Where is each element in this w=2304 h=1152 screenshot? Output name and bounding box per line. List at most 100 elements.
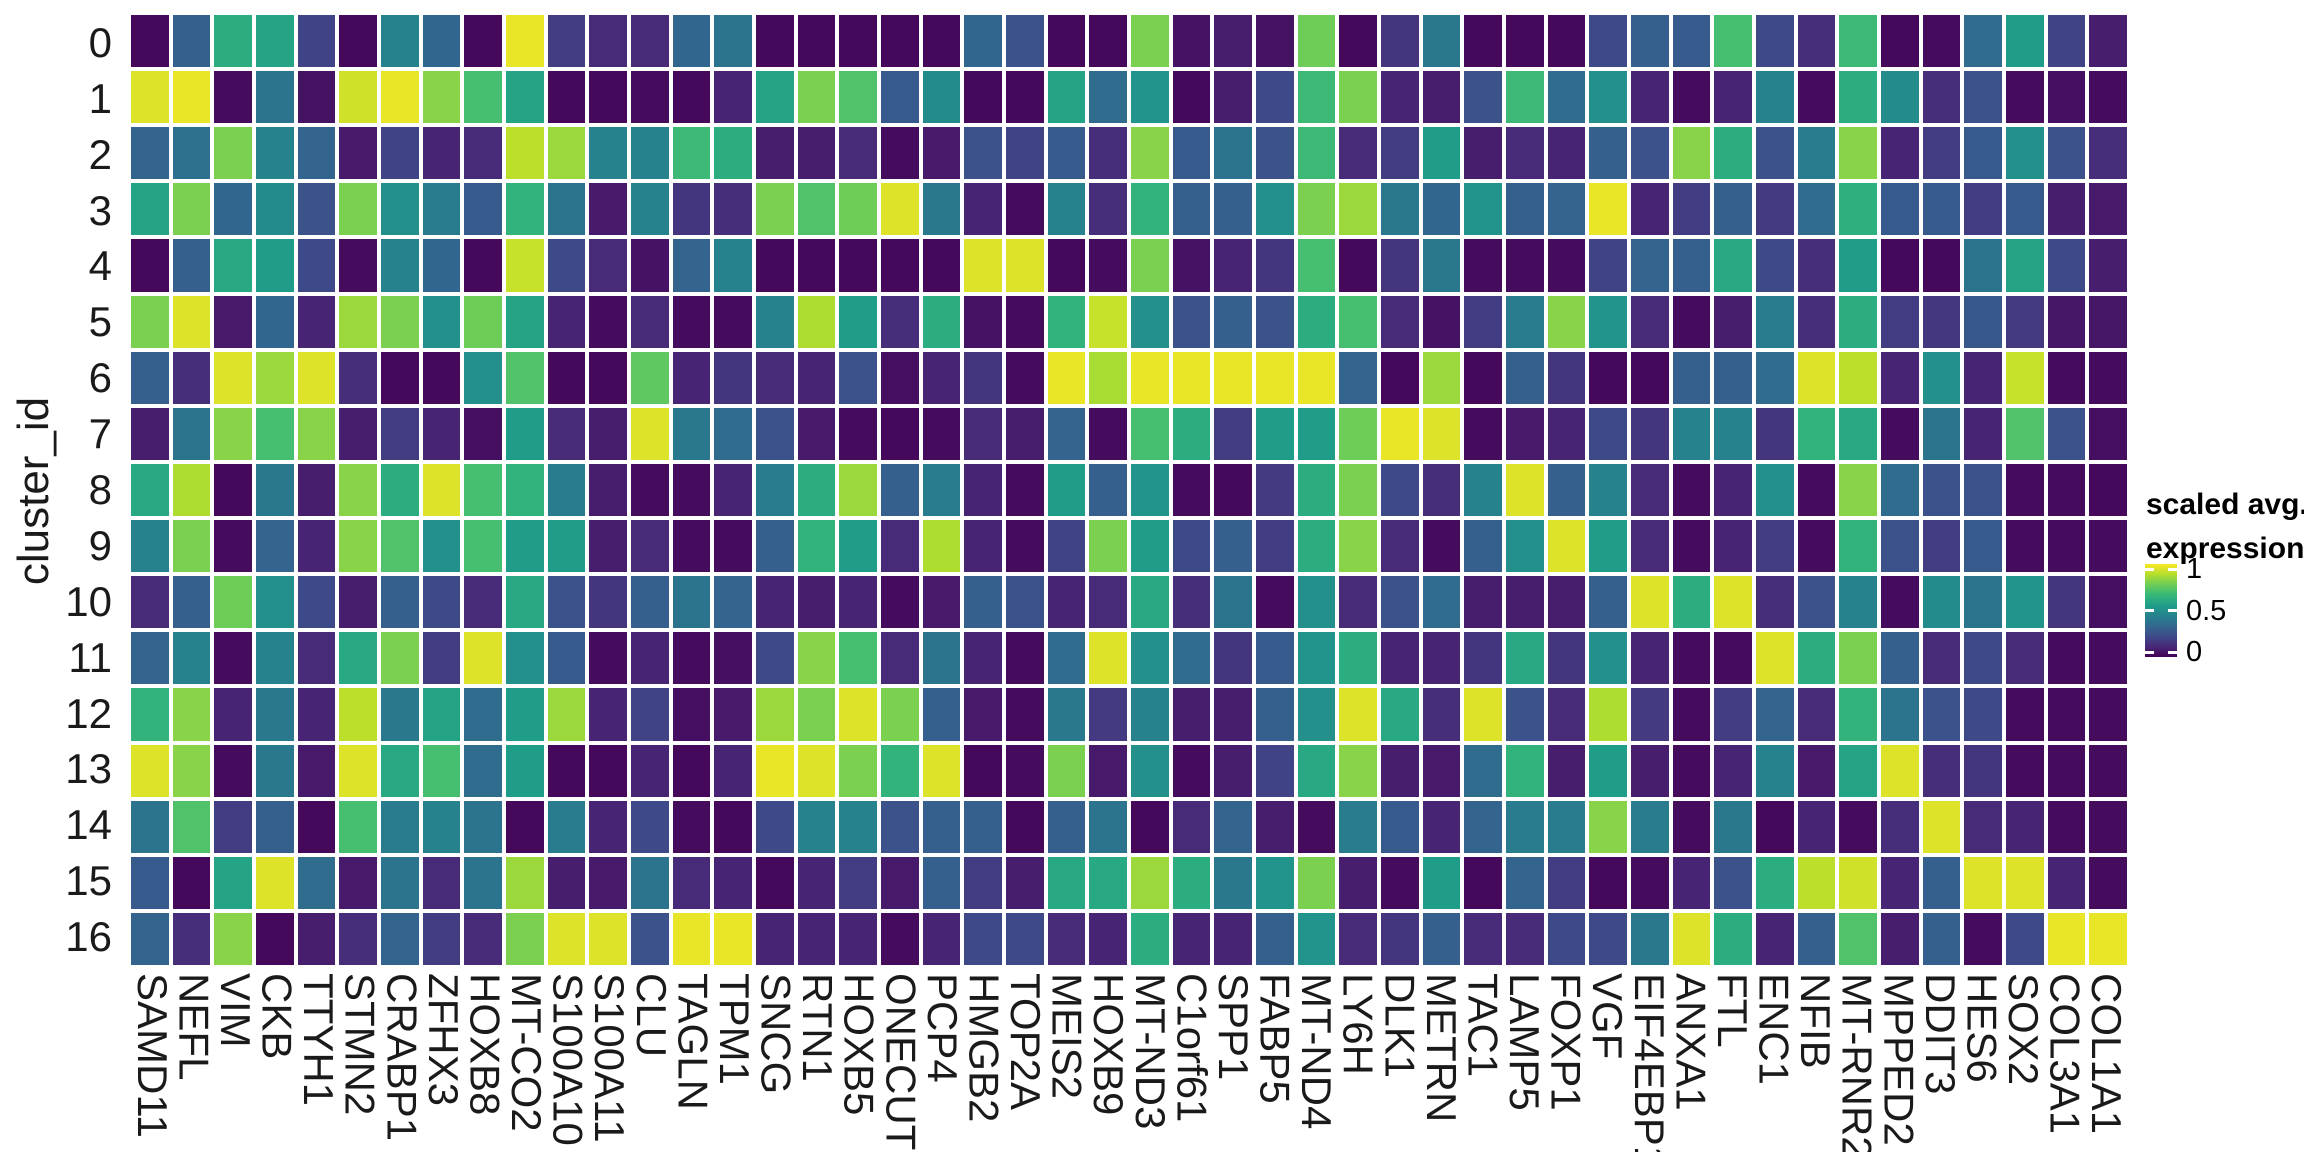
heatmap-cell — [1922, 239, 1961, 292]
heatmap-cell — [1006, 800, 1044, 853]
heatmap-cell — [1631, 15, 1669, 68]
heatmap-cell — [714, 239, 752, 292]
heatmap-cell — [464, 463, 502, 517]
heatmap-cell — [1256, 127, 1294, 180]
heatmap-cell — [1339, 351, 1377, 404]
heatmap-cell — [881, 407, 919, 460]
x-tick-label: EIF4EBP1 — [1625, 973, 1673, 1152]
y-tick-label: 13 — [65, 745, 112, 793]
heatmap-cell — [1256, 351, 1294, 404]
heatmap-cell — [1756, 520, 1794, 573]
heatmap-cell — [1964, 463, 2002, 517]
heatmap-cell — [1672, 520, 1711, 573]
heatmap-cell — [1089, 520, 1127, 573]
heatmap-cell — [1756, 15, 1794, 68]
heatmap-cell — [1672, 15, 1711, 68]
heatmap-cell — [1672, 744, 1711, 797]
heatmap-cell — [1089, 632, 1127, 685]
heatmap-cell — [631, 856, 669, 909]
heatmap-cell — [1547, 520, 1586, 573]
heatmap-cell — [464, 856, 502, 909]
heatmap-cell — [1047, 688, 1086, 741]
heatmap-cell — [1214, 351, 1252, 404]
heatmap-cell — [131, 351, 169, 404]
heatmap-cell — [922, 239, 961, 292]
heatmap-cell — [797, 407, 836, 460]
heatmap-cell — [1547, 632, 1586, 685]
heatmap-cell — [797, 239, 836, 292]
heatmap-cell — [1464, 463, 1502, 517]
heatmap-cell — [1964, 407, 2002, 460]
heatmap-cell — [422, 688, 461, 741]
x-tick-label: S100A10 — [544, 973, 592, 1146]
heatmap-cell — [2047, 127, 2086, 180]
heatmap-cell — [1714, 351, 1752, 404]
heatmap-cell — [131, 856, 169, 909]
heatmap-cell — [1506, 239, 1544, 292]
heatmap-cell — [1214, 800, 1252, 853]
heatmap-cell — [131, 632, 169, 685]
heatmap-cell — [297, 912, 336, 965]
heatmap-cell — [964, 127, 1002, 180]
heatmap-cell — [1839, 688, 1877, 741]
heatmap-cell — [1339, 800, 1377, 853]
heatmap-cell — [1214, 15, 1252, 68]
heatmap-cell — [2089, 463, 2127, 517]
x-tick-label: COL3A1 — [2041, 973, 2089, 1135]
heatmap-cell — [1922, 576, 1961, 629]
heatmap-cell — [381, 351, 419, 404]
heatmap-cell — [1381, 71, 1419, 124]
heatmap-cell — [256, 407, 294, 460]
heatmap-cell — [297, 576, 336, 629]
heatmap-cell — [2089, 239, 2127, 292]
heatmap-cell — [506, 127, 544, 180]
heatmap-cell — [2006, 463, 2044, 517]
heatmap-cell — [589, 520, 627, 573]
heatmap-cell — [1797, 520, 1836, 573]
heatmap-cell — [631, 239, 669, 292]
heatmap-cell — [1714, 407, 1752, 460]
heatmap-cell — [422, 912, 461, 965]
heatmap-cell — [2047, 463, 2086, 517]
heatmap-cell — [1881, 744, 1919, 797]
heatmap-cell — [381, 183, 419, 236]
heatmap-cell — [2089, 576, 2127, 629]
x-tick-label: MT-ND4 — [1293, 973, 1341, 1130]
heatmap-cell — [2006, 239, 2044, 292]
heatmap-cell — [422, 239, 461, 292]
heatmap-cell — [1922, 632, 1961, 685]
heatmap-cell — [381, 463, 419, 517]
heatmap-cell — [714, 632, 752, 685]
heatmap-cell — [589, 127, 627, 180]
heatmap-cell — [881, 183, 919, 236]
heatmap-cell — [1006, 520, 1044, 573]
heatmap-cell — [881, 632, 919, 685]
heatmap-cell — [1797, 183, 1836, 236]
heatmap-cell — [381, 239, 419, 292]
heatmap-cell — [1214, 295, 1252, 348]
heatmap-cell — [964, 407, 1002, 460]
heatmap-cell — [589, 183, 627, 236]
heatmap-cell — [1214, 912, 1252, 965]
heatmap-cell — [1297, 912, 1336, 965]
heatmap-cell — [1922, 15, 1961, 68]
heatmap-cell — [1422, 127, 1461, 180]
heatmap-cell — [1547, 295, 1586, 348]
x-tick-label: COL1A1 — [2083, 973, 2131, 1135]
heatmap-cell — [422, 183, 461, 236]
heatmap-cell — [131, 127, 169, 180]
heatmap-cell — [2089, 71, 2127, 124]
heatmap-cell — [1047, 183, 1086, 236]
heatmap-cell — [2089, 744, 2127, 797]
heatmap-cell — [1756, 912, 1794, 965]
heatmap-cell — [1131, 351, 1169, 404]
heatmap-cell — [964, 351, 1002, 404]
x-tick-label: MT-CO2 — [503, 973, 551, 1132]
heatmap-cell — [464, 127, 502, 180]
heatmap-cell — [922, 15, 961, 68]
heatmap-cell — [1089, 856, 1127, 909]
heatmap-cell — [297, 183, 336, 236]
x-tick-label: S100A11 — [586, 973, 634, 1143]
heatmap-cell — [339, 183, 377, 236]
heatmap-cell — [714, 576, 752, 629]
